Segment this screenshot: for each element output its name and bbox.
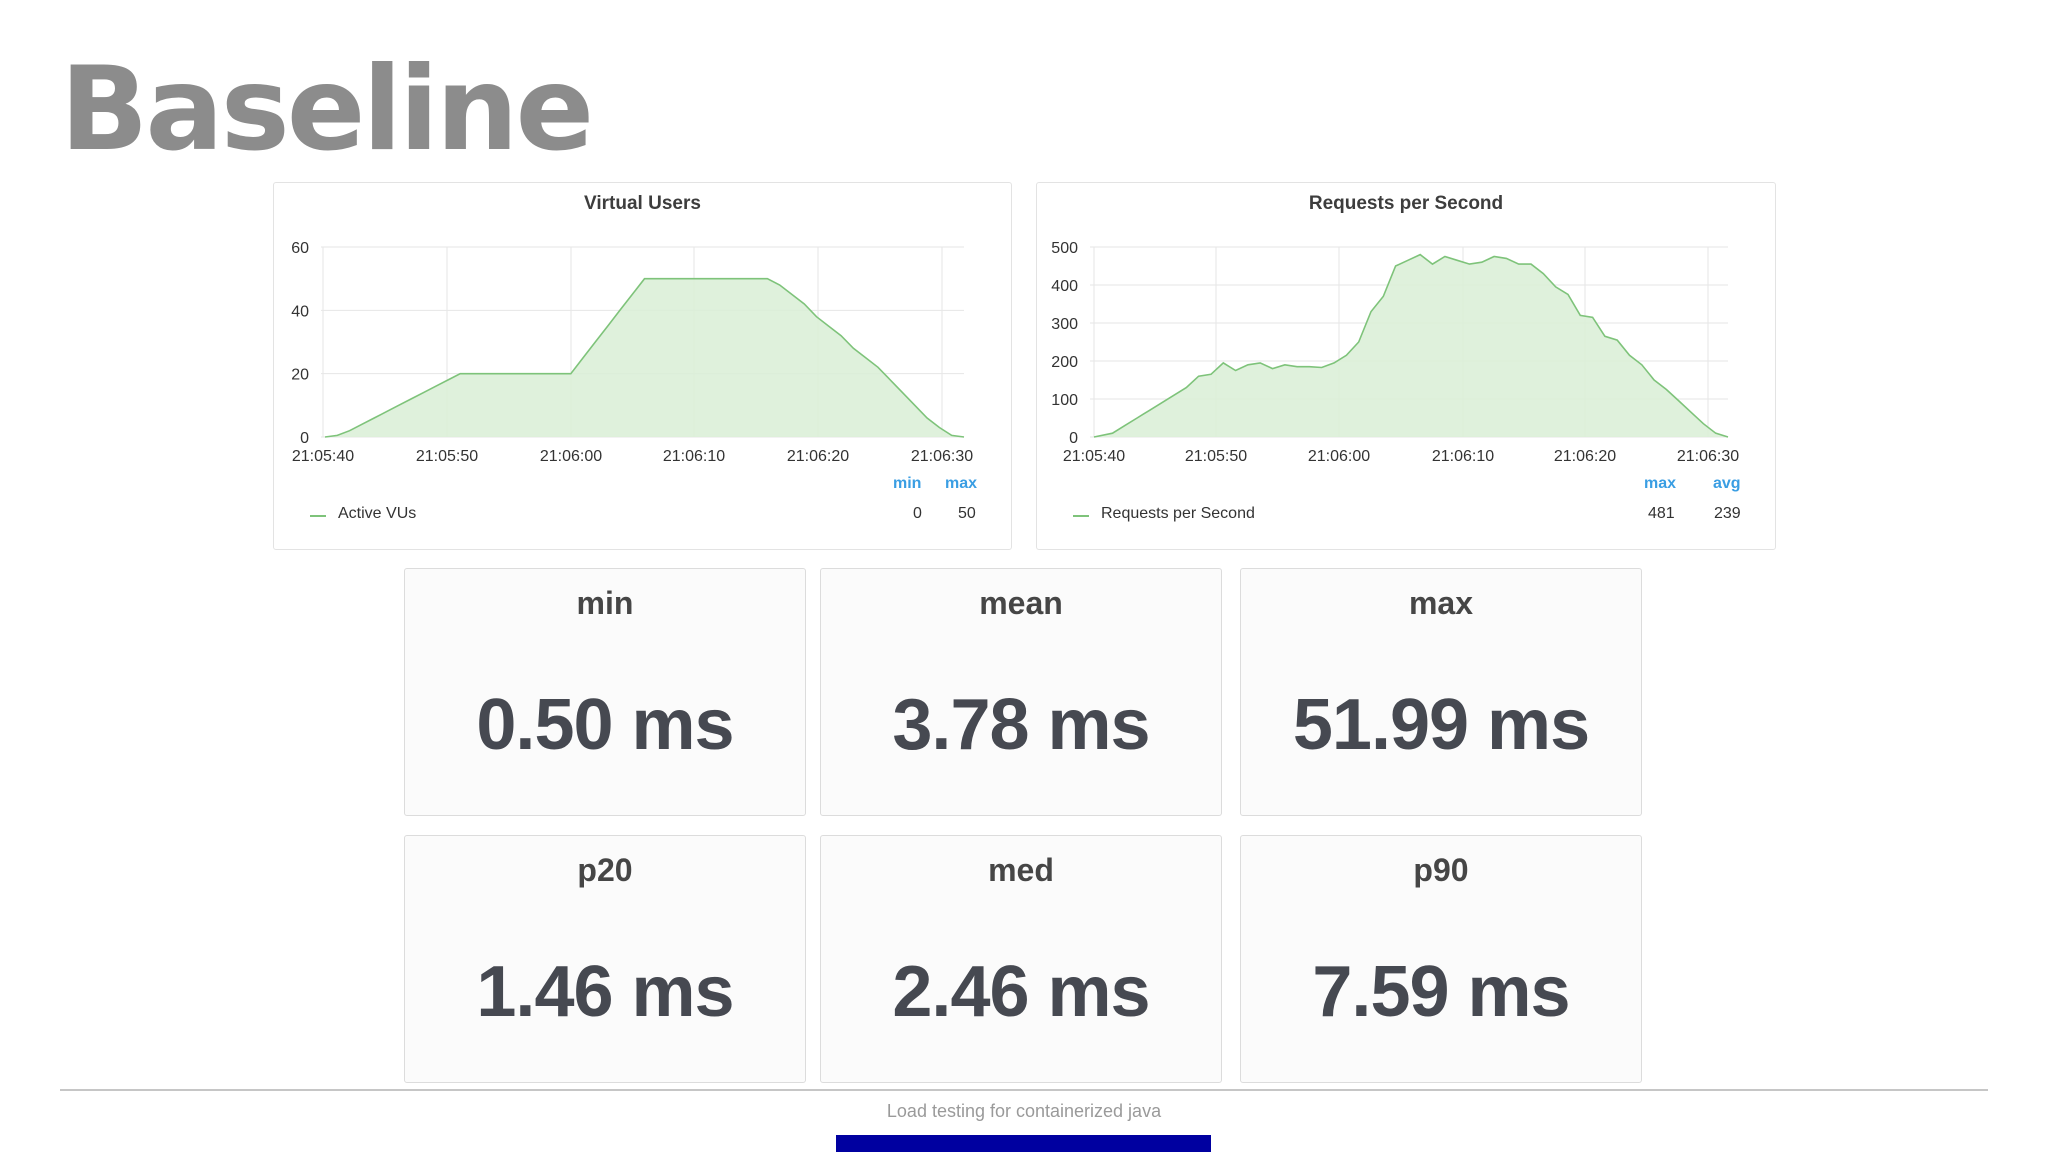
y-tick-label: 400: [1051, 278, 1078, 295]
chart-title: Requests per Second: [1308, 193, 1504, 214]
x-tick-label: 21:06:00: [540, 448, 602, 465]
legend-series-name[interactable]: Active VUs: [338, 505, 417, 522]
x-tick-label: 21:06:20: [787, 448, 849, 465]
series-line[interactable]: [324, 277, 965, 438]
stat-value: 51.99 ms: [1292, 685, 1590, 765]
legend-value-avg: 239: [1714, 505, 1741, 522]
stat-value: 0.50 ms: [476, 685, 734, 765]
y-tick-label: 0: [300, 430, 309, 447]
legend-value-min: 0: [913, 505, 922, 522]
slide-title: Baseline: [60, 42, 594, 177]
requests-per-second-chart: 0 100 200 300 400 500 21:05:40 21:05:50 21:06:00…: [1051, 240, 1739, 465]
stat-panel-p20: p20 1.46 ms: [404, 835, 806, 1083]
stat-value: 2.46 ms: [892, 952, 1150, 1032]
legend-header-max: max: [945, 475, 978, 492]
virtual-users-chart: 0 20 40 60 21:05:40 21:05:50 21:06:00 21:06:10 2…: [291, 240, 973, 465]
chart-title: Virtual Users: [584, 193, 701, 214]
stat-label: max: [1408, 585, 1474, 621]
stat-label: min: [576, 585, 634, 621]
y-tick-label: 60: [291, 240, 309, 257]
legend-swatch: [310, 515, 326, 517]
virtual-users-panel: Virtual Users 0 20 40 60 21:05:40 21:05:50 21:…: [273, 182, 1012, 550]
stat-value: 1.46 ms: [476, 952, 734, 1032]
requests-per-second-panel: Requests per Second 0 100 200 300 400 500 21:0…: [1036, 182, 1776, 550]
legend-header-min: min: [893, 475, 922, 492]
stat-value: 7.59 ms: [1312, 952, 1570, 1032]
x-tick-label: 21:05:40: [1063, 448, 1125, 465]
x-tick-label: 21:06:10: [1432, 448, 1494, 465]
x-tick-label: 21:06:30: [1677, 448, 1739, 465]
stat-panel-med: med 2.46 ms: [820, 835, 1222, 1083]
stat-label: med: [988, 852, 1054, 888]
legend-swatch: [1073, 515, 1089, 517]
x-tick-label: 21:06:20: [1554, 448, 1616, 465]
series-area: [325, 278, 964, 437]
footer-divider: [60, 1089, 1988, 1091]
x-tick-label: 21:06:00: [1308, 448, 1370, 465]
y-tick-label: 20: [291, 367, 309, 384]
series-line[interactable]: [1093, 253, 1729, 438]
legend-value-max: 50: [958, 505, 976, 522]
footer-bar: [836, 1135, 1211, 1152]
stat-panel-mean: mean 3.78 ms: [820, 568, 1222, 816]
x-tick-label: 21:05:40: [292, 448, 354, 465]
footer-text: Load testing for containerized java: [886, 1101, 1162, 1121]
legend-value-max: 481: [1648, 505, 1675, 522]
stat-panel-p90: p90 7.59 ms: [1240, 835, 1642, 1083]
y-tick-label: 500: [1051, 240, 1078, 257]
legend-series-name[interactable]: Requests per Second: [1101, 505, 1255, 522]
series-area: [1094, 254, 1728, 437]
y-tick-label: 40: [291, 303, 309, 320]
x-tick-label: 21:06:30: [911, 448, 973, 465]
x-tick-label: 21:06:10: [663, 448, 725, 465]
stat-value: 3.78 ms: [892, 685, 1150, 765]
legend-header-max: max: [1644, 475, 1677, 492]
y-tick-label: 300: [1051, 316, 1078, 333]
y-tick-label: 0: [1069, 430, 1078, 447]
stat-label: p90: [1413, 852, 1469, 888]
stat-label: mean: [979, 585, 1063, 621]
legend-header-avg: avg: [1713, 475, 1741, 492]
stat-panel-min: min 0.50 ms: [404, 568, 806, 816]
y-tick-label: 100: [1051, 392, 1078, 409]
x-tick-label: 21:05:50: [1185, 448, 1247, 465]
stat-panel-max: max 51.99 ms: [1240, 568, 1642, 816]
x-tick-label: 21:05:50: [416, 448, 478, 465]
stat-label: p20: [577, 852, 633, 888]
y-tick-label: 200: [1051, 354, 1078, 371]
